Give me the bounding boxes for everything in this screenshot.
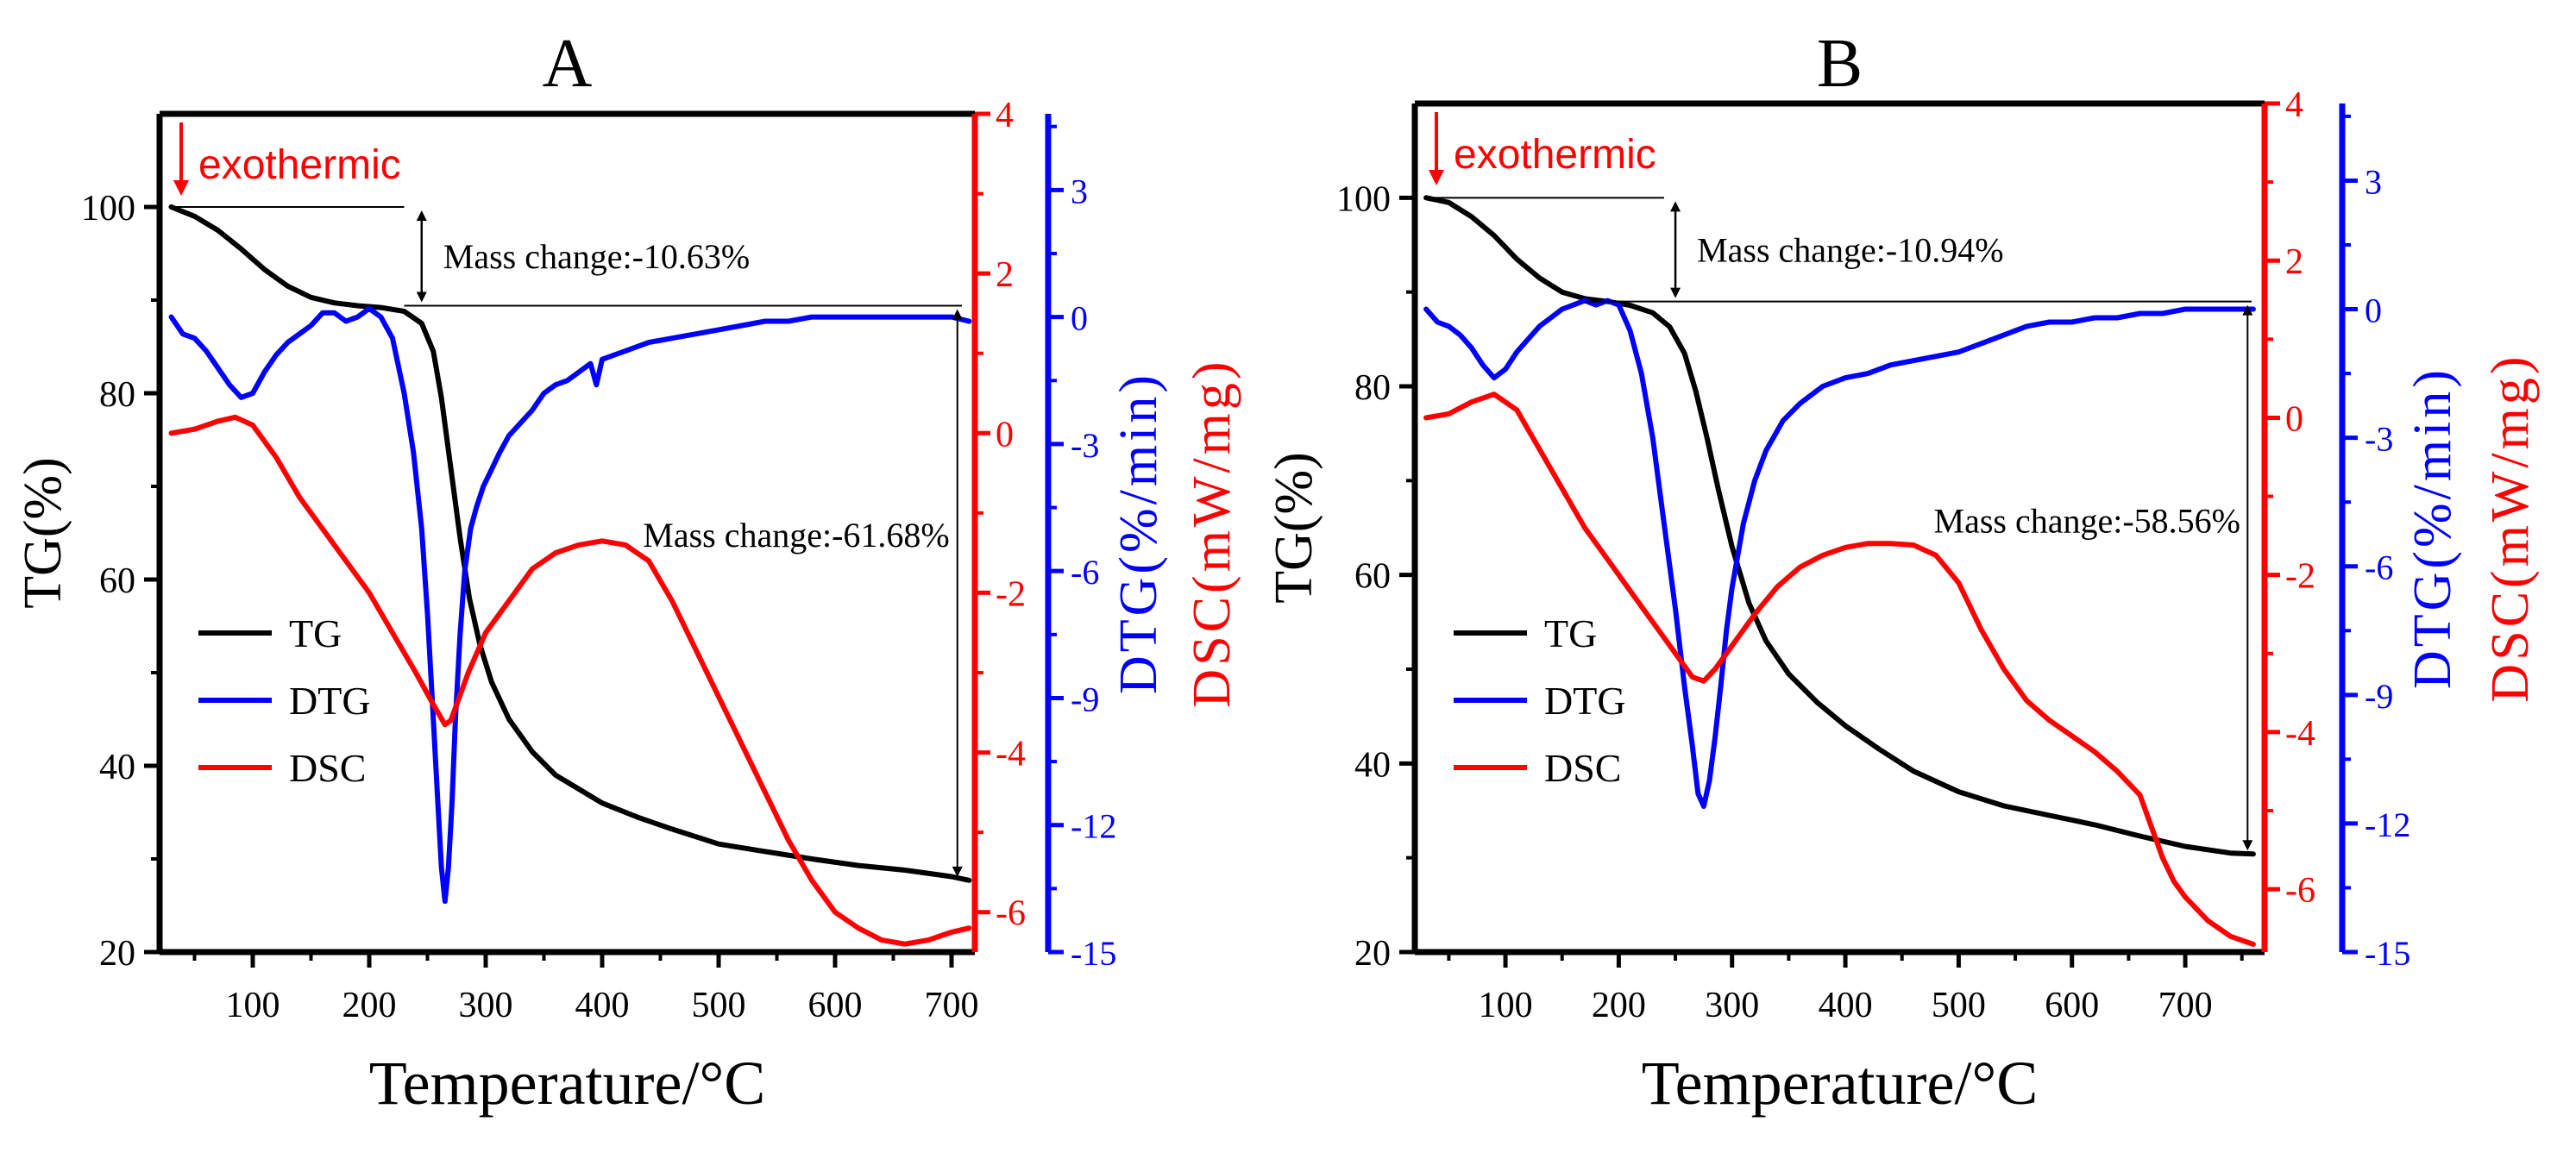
arrow-up-icon [952,309,963,320]
x-axis-label: Temperature/°C [1642,1049,2039,1118]
x-tick-label: 600 [808,986,863,1025]
x-tick-label: 300 [459,986,513,1025]
arrow-down-icon [1670,287,1681,298]
arrow-up-icon [1670,201,1681,212]
dsc-tick-label: 0 [996,415,1014,454]
x-axis-label: Temperature/°C [369,1049,766,1118]
series-line-dsc [1423,392,2256,947]
tg-tick-label: 60 [99,561,135,601]
panel-title: B [1817,26,1863,102]
dtg-tick-label: 0 [1071,299,1088,338]
exothermic-arrowhead-icon [1429,170,1444,185]
x-tick-label: 600 [2045,986,2099,1025]
mass-change-label-1: Mass change:-10.94% [1697,230,2003,269]
dsc-tick-label: -4 [996,735,1026,774]
dtg-tick-label: -9 [2365,677,2393,716]
x-tick-label: 200 [342,986,397,1025]
dtg-tick-label: -3 [1071,426,1099,465]
tg-tick-label: 40 [1354,745,1391,785]
x-tick-label: 500 [1932,986,1986,1025]
tg-tick-label: 80 [99,375,135,415]
panel-title: A [543,26,593,102]
series-line-tg [1423,195,2256,857]
legend-label-dsc: DSC [1544,746,1621,790]
dsc-tick-label: 0 [2285,399,2303,439]
x-tick-label: 100 [226,986,280,1025]
x-tick-label: 700 [2158,986,2213,1025]
dsc-axis-label: DSC(mW/mg) [2481,353,2540,702]
dtg-tick-label: -15 [1071,934,1116,973]
arrow-up-icon [416,210,427,221]
tg-axis-label: TG(%) [14,457,72,609]
x-tick-label: 400 [1819,986,1873,1025]
x-tick-label: 400 [575,986,630,1025]
mass-change-label-2: Mass change:-61.68% [643,516,949,555]
dsc-tick-label: 4 [996,96,1014,135]
tg-tick-label: 80 [1354,368,1391,408]
arrow-down-icon [2242,840,2253,851]
exothermic-label: exothermic [1454,132,1656,178]
legend-label-dtg: DTG [289,679,371,723]
series-line-dtg [168,305,972,905]
dsc-tick-label: -6 [2285,871,2315,911]
tg-tick-label: 100 [81,189,135,229]
tg-tick-label: 20 [1354,934,1391,974]
mass-change-label-1: Mass change:-10.63% [443,237,750,276]
x-tick-label: 300 [1705,986,1759,1025]
dsc-tick-label: -4 [2285,714,2315,754]
dsc-tick-label: -2 [996,574,1026,614]
dtg-tick-label: -9 [1071,680,1099,718]
dtg-tick-label: -3 [2365,420,2393,459]
x-tick-label: 100 [1479,986,1533,1025]
dtg-tick-label: -12 [2365,805,2410,844]
dsc-tick-label: 4 [2285,85,2303,125]
dtg-tick-label: -12 [1071,807,1116,846]
legend-label-tg: TG [1544,611,1597,655]
tg-axis-label: TG(%) [1265,452,1323,604]
legend-label-dtg: DTG [1544,679,1626,723]
dtg-tick-label: -15 [2365,934,2410,973]
dtg-tick-label: 0 [2365,291,2382,330]
dsc-tick-label: -6 [996,894,1026,934]
series-line-dsc [168,414,972,947]
tg-tick-label: 40 [99,748,135,787]
arrow-down-icon [952,866,963,877]
legend-label-dsc: DSC [289,746,366,790]
x-tick-label: 200 [1592,986,1646,1025]
dtg-axis-label: DTG(%/min) [2403,367,2462,689]
dsc-tick-label: 2 [996,255,1014,295]
x-tick-label: 500 [692,986,746,1025]
series-line-tg [168,204,972,883]
dsc-tick-label: -2 [2285,557,2315,597]
legend-label-tg: TG [289,611,342,655]
dtg-tick-label: -6 [1071,553,1099,592]
arrow-up-icon [2242,304,2253,316]
exothermic-label: exothermic [198,142,401,188]
dtg-tick-label: 3 [2365,162,2382,201]
x-tick-label: 700 [925,986,979,1025]
mass-change-label-2: Mass change:-58.56% [1934,501,2240,540]
exothermic-arrowhead-icon [173,180,189,196]
dsc-tick-label: 2 [2285,242,2303,282]
dtg-tick-label: -6 [2365,548,2393,587]
tg-tick-label: 60 [1354,557,1391,597]
dsc-axis-label: DSC(mW/mg) [1183,358,1241,707]
dtg-axis-label: DTG(%/min) [1109,372,1168,694]
tg-tick-label: 20 [99,934,135,974]
series-line-dtg [1423,298,2256,809]
tg-tick-label: 100 [1336,179,1391,219]
arrow-down-icon [416,291,427,303]
dtg-tick-label: 3 [1071,172,1088,210]
